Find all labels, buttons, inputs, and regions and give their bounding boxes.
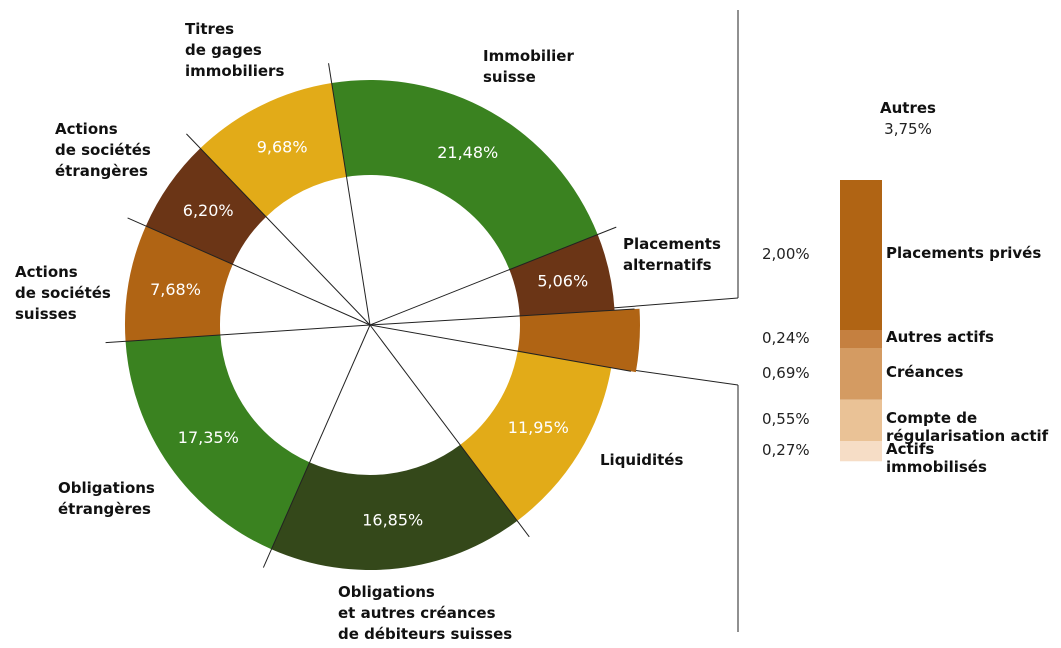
donut-segment xyxy=(271,444,518,570)
separator xyxy=(262,324,371,568)
connector xyxy=(611,297,739,309)
breakdown-value-label: 0,24% xyxy=(762,329,810,347)
breakdown-category-label: Compte de régularisation actif xyxy=(886,409,1049,446)
donut-segment xyxy=(200,83,347,217)
category-label: Liquidités xyxy=(600,451,684,469)
donut-segment xyxy=(331,80,598,270)
separator xyxy=(369,308,635,326)
category-label: Obligations étrangères xyxy=(58,479,155,518)
breakdown-category-label: Actifs immobilisés xyxy=(886,440,987,477)
value-label: 16,85% xyxy=(362,511,423,530)
value-label: 17,35% xyxy=(178,428,239,447)
separator xyxy=(186,133,371,326)
value-label: 6,20% xyxy=(183,201,234,220)
breakdown-value-label: 0,27% xyxy=(762,441,810,460)
value-label: 7,68% xyxy=(150,280,201,299)
separator xyxy=(328,63,371,326)
breakdown-value-label: 0,55% xyxy=(762,410,810,429)
value-label: 9,68% xyxy=(257,138,308,157)
separator xyxy=(127,217,371,326)
breakdown-segment xyxy=(840,180,882,330)
breakdown-category-label: Placements privés xyxy=(886,244,1042,262)
breakdown-segment xyxy=(840,348,882,400)
donut-segment xyxy=(460,351,612,521)
donut-segment xyxy=(509,234,615,316)
donut-segment xyxy=(125,226,233,342)
donut-segment xyxy=(145,148,267,265)
category-label: Immobilier suisse xyxy=(483,47,574,86)
breakdown-segment xyxy=(840,330,882,348)
category-label: Actions de sociétés étrangères xyxy=(55,120,151,180)
category-label: Titres de gages immobiliers xyxy=(185,20,285,80)
separator xyxy=(369,324,530,538)
category-label: Autres xyxy=(880,99,936,117)
value-label: 5,06% xyxy=(537,272,588,291)
category-label: Actions de sociétés suisses xyxy=(15,263,111,323)
category-label: Placements alternatifs xyxy=(623,235,721,274)
category-label: Obligations et autres créances de débite… xyxy=(338,583,513,643)
donut-segment xyxy=(125,334,310,550)
value-label: 11,95% xyxy=(508,418,569,437)
connector xyxy=(631,369,739,386)
breakdown-segment xyxy=(840,399,882,441)
separator xyxy=(105,324,371,344)
value-label: 21,48% xyxy=(437,143,498,162)
breakdown-category-label: Créances xyxy=(886,362,964,381)
separator xyxy=(369,324,632,372)
value-label: 3,75% xyxy=(884,120,932,138)
breakdown-value-label: 2,00% xyxy=(762,245,810,263)
breakdown-value-label: 0,69% xyxy=(762,363,810,382)
breakdown-category-label: Autres actifs xyxy=(886,328,994,346)
breakdown-segment xyxy=(840,441,882,462)
separator xyxy=(369,226,617,326)
